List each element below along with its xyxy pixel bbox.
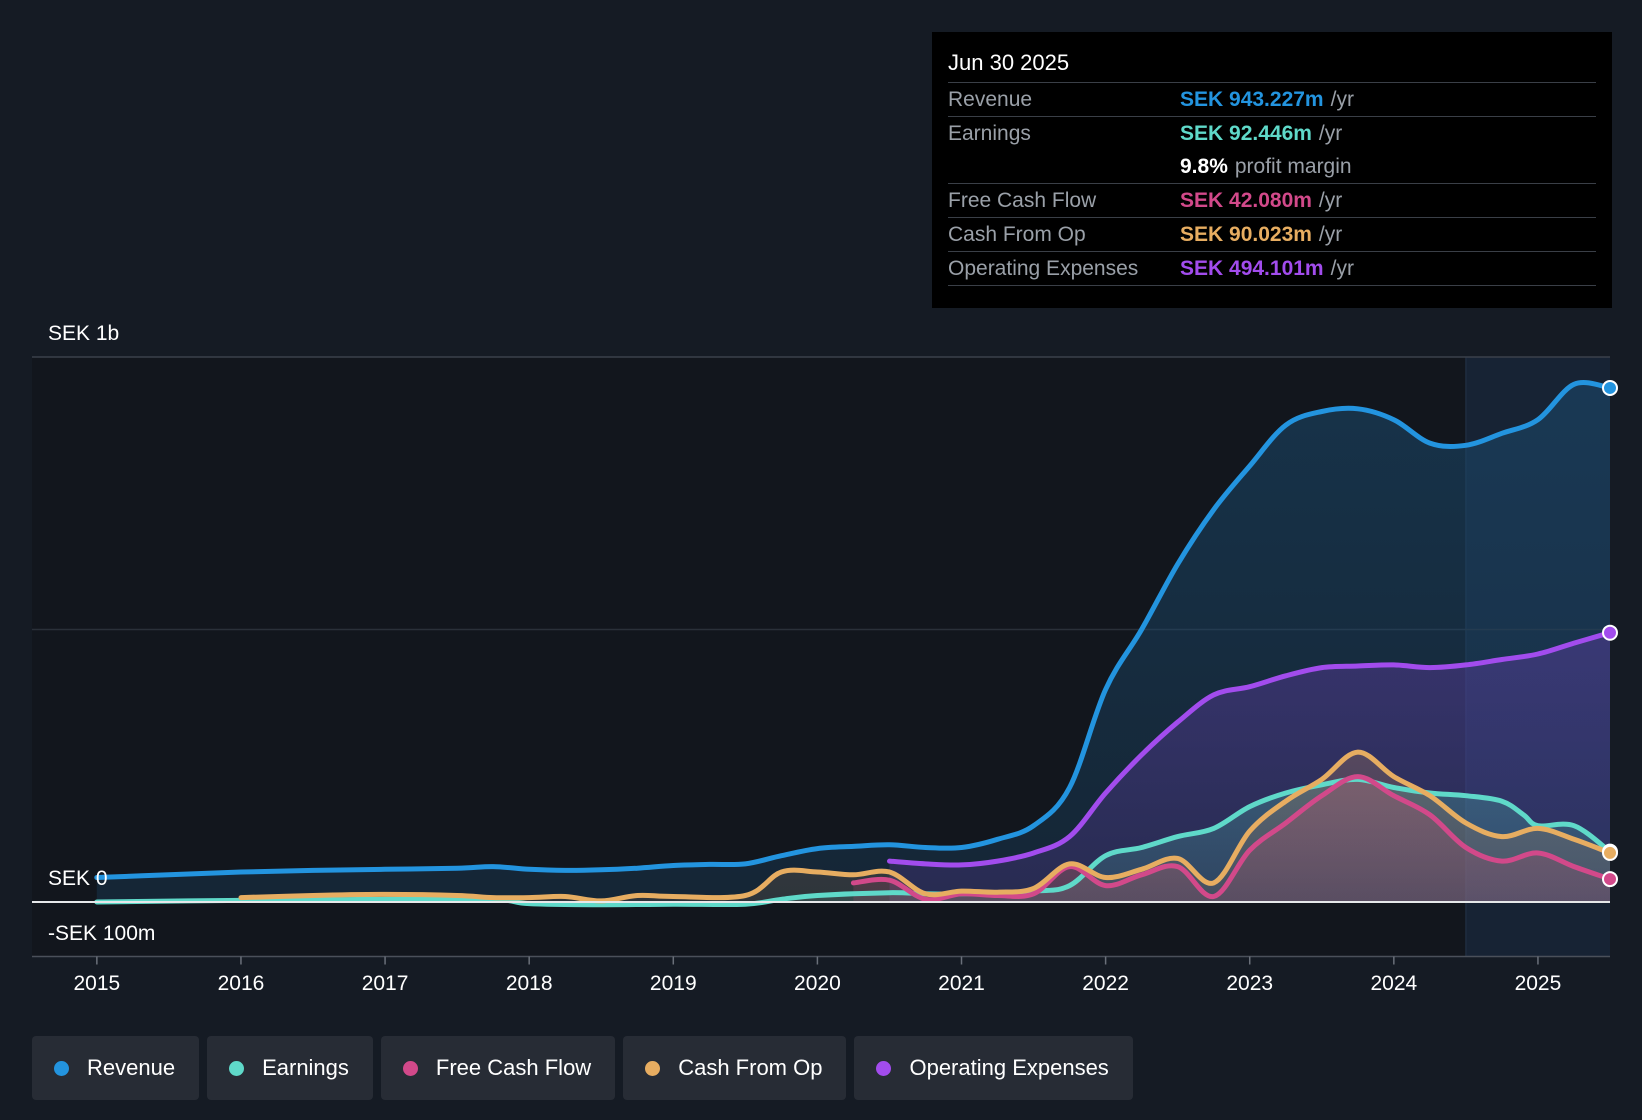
x-tick-label: 2024: [1370, 972, 1417, 995]
tooltip-row-unit: /yr: [1318, 188, 1343, 212]
tooltip-row: Earnings SEK 92.446m/yr: [948, 116, 1596, 150]
x-tick-label: 2025: [1515, 972, 1562, 995]
legend-label: Operating Expenses: [909, 1055, 1109, 1080]
y-label-bottom: -SEK 100m: [48, 922, 155, 945]
legend-dot-icon: [876, 1060, 892, 1076]
tooltip-row: Operating Expenses SEK 494.101m/yr: [948, 251, 1596, 286]
tooltip-row-label: Free Cash Flow: [948, 188, 1097, 212]
tooltip-row-value: SEK 90.023m: [1180, 222, 1312, 246]
x-tick-label: 2022: [1082, 972, 1129, 995]
legend-dot-icon: [229, 1060, 245, 1076]
tooltip-row-value: SEK 92.446m: [1180, 121, 1312, 145]
cash-from-op-area: [241, 752, 1610, 902]
tooltip-row-label: Earnings: [948, 121, 1031, 145]
legend-label: Earnings: [262, 1055, 349, 1080]
tooltip-row-unit: /yr: [1330, 87, 1354, 111]
legend-label: Free Cash Flow: [435, 1055, 592, 1080]
tooltip-row: Revenue SEK 943.227m/yr: [948, 82, 1596, 116]
revenue-end-point: [1602, 379, 1618, 396]
x-tick-label: 2018: [506, 972, 553, 995]
legend-item-operating-expenses[interactable]: Operating Expenses: [854, 1036, 1133, 1100]
legend: Revenue Earnings Free Cash Flow Cash From O…: [32, 1036, 1133, 1100]
x-tick-label: 2017: [362, 972, 409, 995]
tooltip-row-value: SEK 494.101m: [1180, 256, 1324, 280]
cash-from-op-end-point: [1602, 844, 1618, 861]
y-label-zero: SEK 0: [48, 867, 108, 890]
legend-item-earnings[interactable]: Earnings: [207, 1036, 373, 1100]
revenue-line: [94, 380, 1613, 880]
x-tick-label: 2019: [650, 972, 697, 995]
tooltip-row-value: 9.8%: [1180, 154, 1228, 178]
legend-item-cash-from-op[interactable]: Cash From Op: [623, 1036, 847, 1100]
tooltip-row: 9.8% profit margin: [948, 150, 1596, 183]
x-tick-label: 2023: [1226, 972, 1273, 995]
cash-from-op-line: [238, 749, 1613, 904]
legend-label: Cash From Op: [678, 1055, 823, 1080]
legend-dot-icon: [402, 1060, 418, 1076]
tooltip-row-value: SEK 42.080m: [1180, 188, 1312, 212]
x-tick-label: 2021: [938, 972, 985, 995]
operating-expenses-line: [887, 630, 1613, 868]
free-cash-flow-end-point: [1602, 871, 1618, 888]
tooltip-row-label: Cash From Op: [948, 222, 1086, 246]
tooltip-row-value: SEK 943.227m: [1180, 87, 1324, 111]
tooltip-row-unit: profit margin: [1234, 154, 1352, 178]
tooltip-row-label: Operating Expenses: [948, 256, 1139, 280]
x-tick-label: 2020: [794, 972, 841, 995]
legend-dot-icon: [54, 1060, 69, 1076]
tooltip-row-label: Revenue: [948, 87, 1033, 111]
tooltip-date: Jun 30 2025: [948, 50, 1070, 75]
tooltip-panel: Jun 30 2025 Revenue SEK 943.227m/yr Earnin…: [932, 32, 1612, 308]
series-end-dots: [1602, 379, 1618, 888]
tooltip-row-unit: /yr: [1318, 121, 1343, 145]
operating-expenses-end-point: [1602, 624, 1618, 641]
x-tick-label: 2015: [73, 972, 120, 995]
legend-item-free-cash-flow[interactable]: Free Cash Flow: [380, 1036, 616, 1100]
axes: SEK 1b SEK 0 -SEK 100m 2015 2016 2017 2018 2019…: [32, 322, 1610, 995]
legend-item-revenue[interactable]: Revenue: [32, 1036, 200, 1100]
y-label-top: SEK 1b: [48, 322, 119, 345]
earnings-line: [94, 776, 1613, 908]
legend-dot-icon: [645, 1060, 661, 1076]
tooltip-row-unit: /yr: [1318, 222, 1343, 246]
tooltip-row: Cash From Op SEK 90.023m/yr: [948, 217, 1596, 251]
tooltip-row: Free Cash Flow SEK 42.080m/yr: [948, 183, 1596, 217]
tooltip-row-unit: /yr: [1330, 256, 1354, 280]
x-tick-label: 2016: [218, 972, 265, 995]
series-lines: [94, 380, 1613, 908]
free-cash-flow-line: [850, 774, 1613, 903]
legend-label: Revenue: [87, 1055, 176, 1080]
